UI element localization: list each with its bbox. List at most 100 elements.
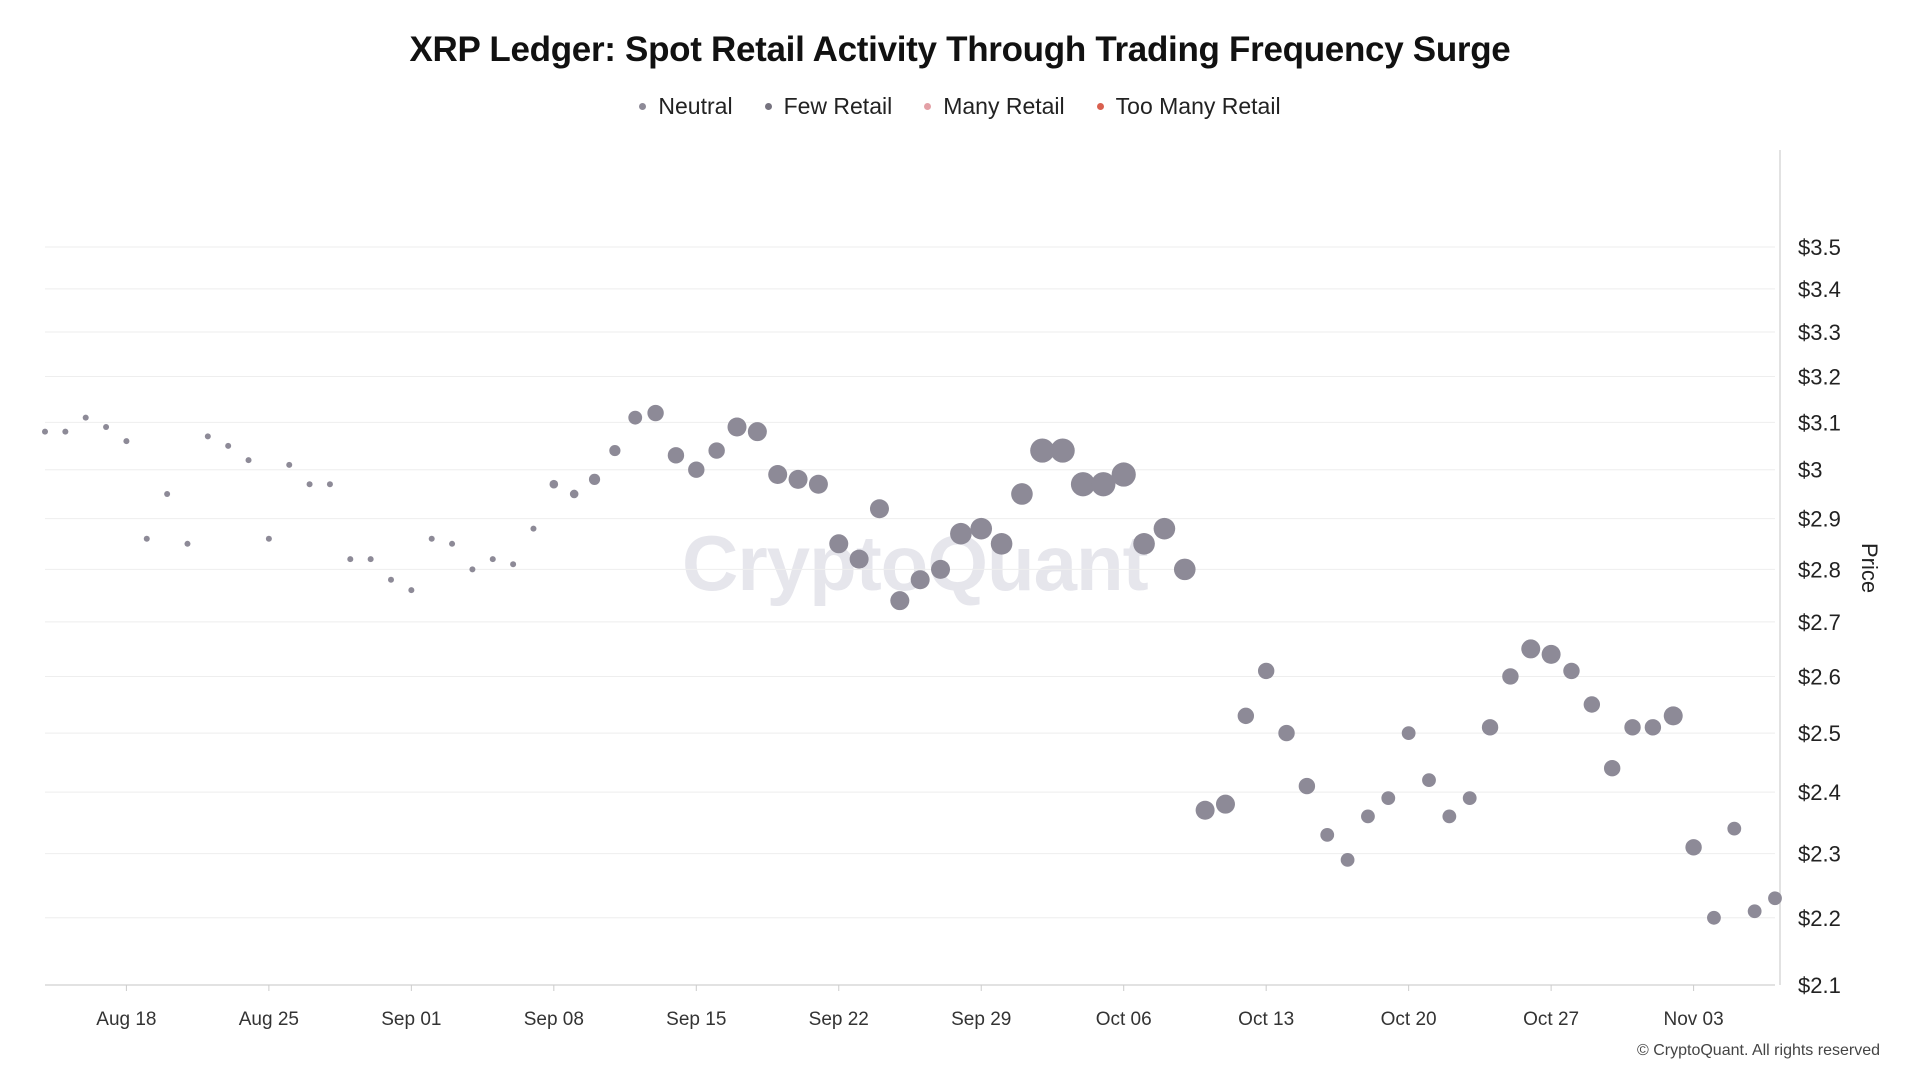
data-point — [1707, 910, 1721, 925]
data-point — [408, 587, 415, 594]
data-point — [1257, 662, 1275, 680]
data-point — [103, 424, 110, 431]
data-point — [286, 461, 293, 468]
data-point — [1663, 706, 1683, 726]
legend-dot-neutral — [639, 103, 647, 110]
data-point — [1624, 719, 1641, 736]
data-point — [1381, 791, 1396, 806]
data-point — [1502, 668, 1519, 685]
data-point — [890, 591, 910, 611]
data-point — [1133, 533, 1155, 555]
data-point — [367, 556, 374, 563]
data-point — [788, 469, 808, 489]
data-point — [1401, 726, 1416, 741]
x-tick-label: Nov 03 — [1663, 1009, 1723, 1030]
data-point — [1173, 558, 1196, 581]
x-tick-label: Sep 15 — [666, 1009, 726, 1030]
data-point — [931, 559, 951, 579]
x-tick-label: Aug 25 — [239, 1009, 299, 1030]
y-tick-label: $3 — [1798, 458, 1822, 483]
data-point — [569, 489, 579, 499]
data-point — [609, 444, 621, 457]
legend-item-few-retail[interactable]: Few Retail — [764, 93, 893, 120]
data-point — [588, 473, 601, 485]
y-tick-label: $3.3 — [1798, 320, 1841, 345]
chart-legend: Neutral Few Retail Many Retail Too Many … — [0, 93, 1920, 120]
data-point — [1462, 791, 1477, 806]
data-point — [950, 522, 972, 545]
legend-dot-few-retail — [764, 103, 772, 110]
data-point — [628, 410, 643, 425]
data-point — [143, 535, 150, 542]
data-point — [1768, 891, 1782, 906]
data-point — [549, 479, 559, 489]
data-point — [829, 534, 849, 554]
data-point — [1422, 773, 1436, 787]
legend-label-neutral: Neutral — [658, 93, 733, 119]
data-point — [1685, 839, 1702, 856]
data-point — [990, 533, 1013, 555]
data-point — [265, 535, 272, 542]
data-point — [204, 433, 211, 440]
data-point — [1195, 800, 1215, 820]
data-point — [667, 447, 685, 464]
data-point — [970, 517, 993, 540]
legend-item-too-many-retail[interactable]: Too Many Retail — [1096, 93, 1281, 120]
data-point — [1298, 777, 1316, 795]
data-point — [326, 481, 333, 488]
legend-label-many-retail: Many Retail — [943, 93, 1065, 119]
y-tick-label: $2.9 — [1798, 507, 1841, 532]
legend-item-neutral[interactable]: Neutral — [639, 93, 733, 120]
data-point — [428, 535, 435, 542]
data-point — [1153, 517, 1176, 540]
data-point — [449, 540, 456, 547]
data-point — [1011, 483, 1033, 505]
data-point — [1215, 794, 1235, 814]
data-point — [708, 442, 725, 459]
data-point — [184, 540, 191, 547]
copyright-footer: © CryptoQuant. All rights reserved — [1637, 1042, 1880, 1059]
data-point — [1278, 724, 1295, 742]
data-point — [869, 499, 889, 519]
data-point — [1111, 462, 1136, 487]
data-point — [245, 457, 252, 464]
x-tick-label: Oct 27 — [1523, 1009, 1579, 1030]
data-point — [1442, 809, 1457, 824]
data-point — [123, 438, 130, 445]
data-point — [1091, 472, 1116, 497]
legend-label-few-retail: Few Retail — [783, 93, 893, 119]
data-point — [82, 414, 89, 421]
data-point — [1541, 644, 1561, 664]
y-axis-title: Price — [1857, 543, 1882, 593]
data-point — [347, 556, 354, 563]
data-point — [225, 442, 232, 449]
y-tick-label: $2.3 — [1798, 842, 1841, 867]
data-point — [688, 461, 705, 478]
x-tick-label: Sep 01 — [381, 1009, 441, 1030]
data-point — [1747, 904, 1762, 919]
data-point — [849, 549, 869, 569]
x-tick-label: Aug 18 — [96, 1009, 156, 1030]
y-tick-label: $2.5 — [1798, 721, 1841, 746]
y-tick-label: $2.2 — [1798, 906, 1841, 931]
data-point — [1521, 639, 1541, 659]
data-point — [388, 576, 394, 583]
data-point — [306, 481, 313, 488]
y-tick-label: $2.7 — [1798, 610, 1841, 635]
data-point — [1563, 662, 1580, 680]
data-point — [1481, 719, 1499, 736]
data-point — [469, 566, 476, 573]
data-point — [1644, 719, 1662, 736]
data-point — [1030, 438, 1055, 463]
legend-item-many-retail[interactable]: Many Retail — [924, 93, 1065, 120]
x-tick-label: Sep 08 — [524, 1009, 584, 1030]
data-point — [910, 570, 930, 590]
data-point — [42, 428, 48, 435]
data-point — [808, 474, 828, 494]
y-tick-label: $2.8 — [1798, 557, 1841, 582]
chart-title: XRP Ledger: Spot Retail Activity Through… — [409, 30, 1511, 69]
y-tick-label: $3.4 — [1798, 277, 1841, 302]
data-point — [1237, 707, 1255, 725]
x-tick-label: Oct 13 — [1238, 1009, 1294, 1030]
